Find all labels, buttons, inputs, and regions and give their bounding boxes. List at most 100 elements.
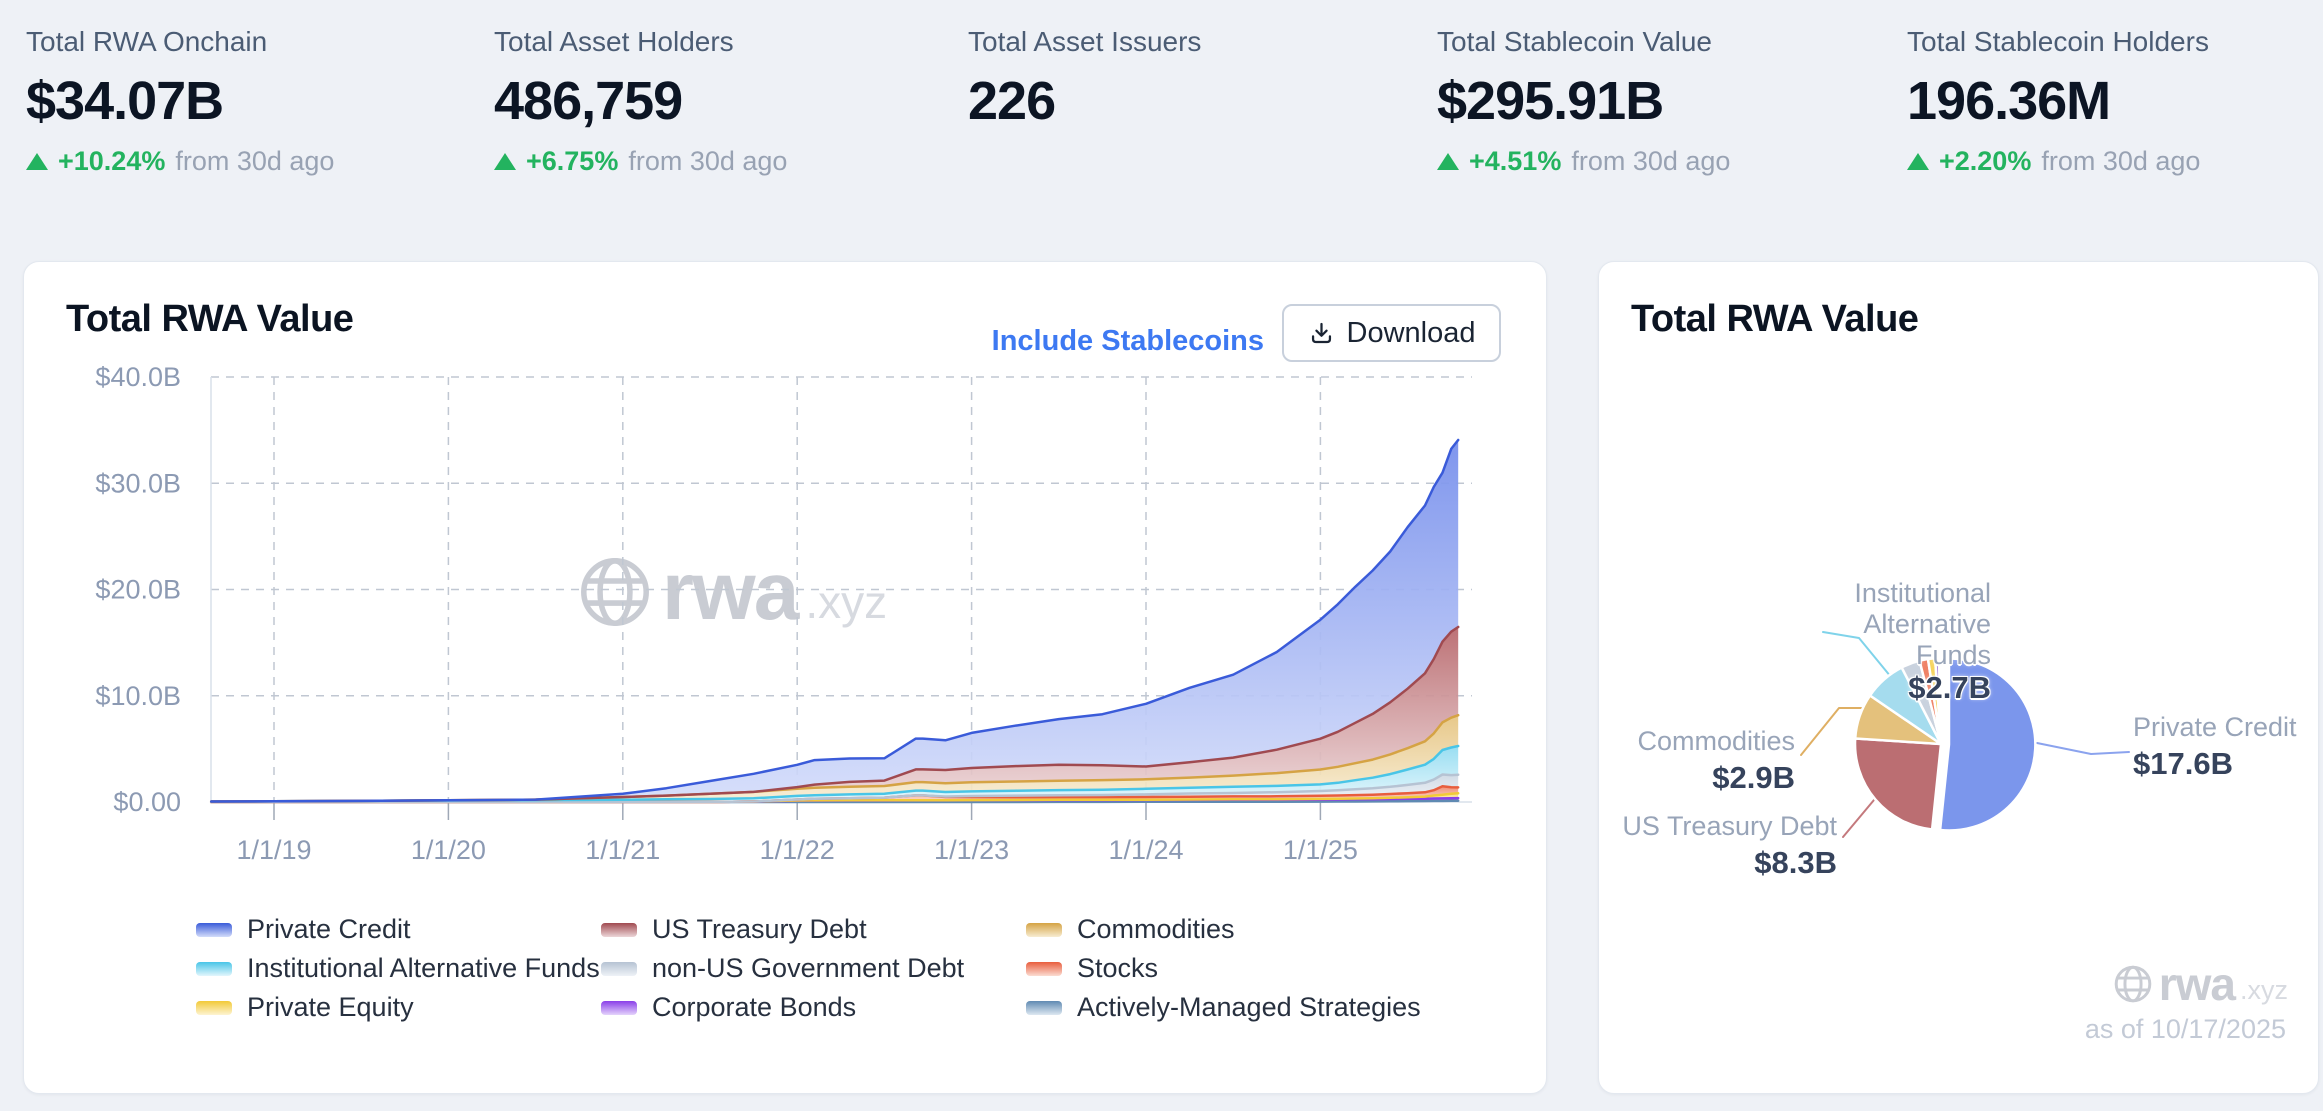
legend-swatch [196,961,232,976]
callout-us-treasury-value: $8.3B [1754,845,1837,880]
pie-slice-actively-managed-strategies[interactable] [1937,656,1943,746]
change-note: from 30d ago [628,146,788,176]
change-percent: +10.24% [58,146,166,176]
legend-item-private-equity[interactable]: Private Equity [196,988,601,1027]
change-percent: +6.75% [526,146,619,176]
stat-label: Total RWA Onchain [26,26,268,57]
legend-label: Stocks [1077,953,1159,983]
callout-commodities-value: $2.9B [1712,760,1795,795]
legend-label: non-US Government Debt [652,953,965,983]
legend-label: Private Equity [247,992,414,1022]
legend-swatch [601,1000,637,1015]
stat-value: 226 [968,71,1056,131]
legend-swatch [196,1000,232,1015]
stat-label: Total Asset Holders [494,26,734,57]
legend-label: Actively-Managed Strategies [1077,992,1421,1022]
stat-total-asset-issuers: Total Asset Issuers 226 [968,26,1201,132]
download-button[interactable]: Download [1282,304,1501,362]
rwa-value-pie-chart[interactable] [1599,262,2318,1093]
change-note: from 30d ago [2041,146,2201,176]
legend-swatch [601,961,637,976]
svg-text:1/1/19: 1/1/19 [236,835,311,865]
stat-label: Total Stablecoin Value [1437,26,1712,57]
legend-item-corporate-bonds[interactable]: Corporate Bonds [601,988,1026,1027]
callout-us-treasury-name: US Treasury Debt [1622,811,1837,841]
stat-value: 196.36M [1907,71,2111,131]
change-percent: +2.20% [1939,146,2032,176]
legend-label: Private Credit [247,914,411,944]
svg-text:$0.00: $0.00 [113,787,181,817]
svg-text:$10.0B: $10.0B [95,681,181,711]
legend-item-us-treasury-debt[interactable]: US Treasury Debt [601,910,1026,949]
pie-callout-line [1822,631,1892,678]
as-of-date: as of 10/17/2025 [2084,1014,2286,1044]
callout-iaf-line3: Funds [1915,640,1991,670]
svg-text:$30.0B: $30.0B [95,468,181,498]
svg-text:$40.0B: $40.0B [95,362,181,392]
stat-value: $34.07B [26,71,224,131]
legend-swatch [1026,922,1062,937]
pie-chart-title: Total RWA Value [1631,298,1919,340]
legend-item-institutional-alternative-funds[interactable]: Institutional Alternative Funds [196,949,601,988]
stat-value: $295.91B [1437,71,1664,131]
pie-callout-line [2036,742,2130,755]
svg-text:1/1/20: 1/1/20 [411,835,486,865]
pie-callout-line [1800,707,1865,756]
pie-callout-line [1842,793,1880,838]
legend-label: Institutional Alternative Funds [247,953,600,983]
stat-change: +10.24% from 30d ago [26,146,334,177]
legend-item-non-us-government-debt[interactable]: non-US Government Debt [601,949,1026,988]
legend-label: Corporate Bonds [652,992,857,1022]
area-chart-title: Total RWA Value [66,298,354,340]
svg-text:1/1/24: 1/1/24 [1108,835,1183,865]
legend-swatch [196,922,232,937]
up-arrow-icon [1437,153,1459,170]
download-label: Download [1346,316,1476,349]
stat-change: +6.75% from 30d ago [494,146,787,177]
legend-label: Commodities [1077,914,1235,944]
callout-commodities-name: Commodities [1637,726,1795,756]
up-arrow-icon [26,153,48,170]
legend-swatch [1026,1000,1062,1015]
stat-total-asset-holders: Total Asset Holders 486,759 +6.75% from … [494,26,787,177]
rwa-value-pie-card: Total RWA Value Institutional Alternativ… [1598,261,2319,1094]
svg-text:$20.0B: $20.0B [95,575,181,605]
stat-value: 486,759 [494,71,683,131]
stat-total-stablecoin-holders: Total Stablecoin Holders 196.36M +2.20% … [1907,26,2209,177]
legend-item-actively-managed-strategies[interactable]: Actively-Managed Strategies [1026,988,1506,1027]
change-note: from 30d ago [1571,146,1731,176]
change-note: from 30d ago [175,146,335,176]
stat-label: Total Asset Issuers [968,26,1202,57]
callout-iaf-line1: Institutional [1854,578,1991,608]
stat-change: +2.20% from 30d ago [1907,146,2209,177]
legend-item-commodities[interactable]: Commodities [1026,910,1506,949]
rwa-value-area-chart[interactable]: $0.00 $10.0B $20.0B $30.0B $40.0B 1/1/19 1/1/2… [24,262,1546,1093]
svg-text:1/1/23: 1/1/23 [934,835,1009,865]
include-stablecoins-link[interactable]: Include Stablecoins [991,325,1264,357]
callout-private-credit-name: Private Credit [2133,712,2297,742]
callout-iaf-line2: Alternative [1863,609,1991,639]
up-arrow-icon [1907,153,1929,170]
legend-swatch [601,922,637,937]
rwa-value-area-card: rwa .xyz $0.00 $10.0B $20.0B $30.0B $40.0B 1/… [23,261,1547,1094]
legend-label: US Treasury Debt [652,914,867,944]
legend-item-private-credit[interactable]: Private Credit [196,910,601,949]
svg-text:1/1/25: 1/1/25 [1283,835,1358,865]
svg-text:1/1/21: 1/1/21 [585,835,660,865]
change-percent: +4.51% [1469,146,1562,176]
legend-item-stocks[interactable]: Stocks [1026,949,1506,988]
chart-legend: Private Credit US Treasury Debt Commoditie… [196,910,1506,1027]
stat-total-rwa-onchain: Total RWA Onchain $34.07B +10.24% from 3… [26,26,334,177]
callout-private-credit-value: $17.6B [2133,746,2233,781]
callout-iaf-value: $2.7B [1908,670,1991,705]
svg-text:1/1/22: 1/1/22 [760,835,835,865]
stat-change: +4.51% from 30d ago [1437,146,1730,177]
stat-label: Total Stablecoin Holders [1907,26,2209,57]
pie-slice-private-credit[interactable] [1938,657,2037,832]
pie-slice-us-treasury-debt[interactable] [1853,737,1943,831]
stat-total-stablecoin-value: Total Stablecoin Value $295.91B +4.51% f… [1437,26,1730,177]
up-arrow-icon [494,153,516,170]
legend-swatch [1026,961,1062,976]
download-icon [1311,322,1331,343]
